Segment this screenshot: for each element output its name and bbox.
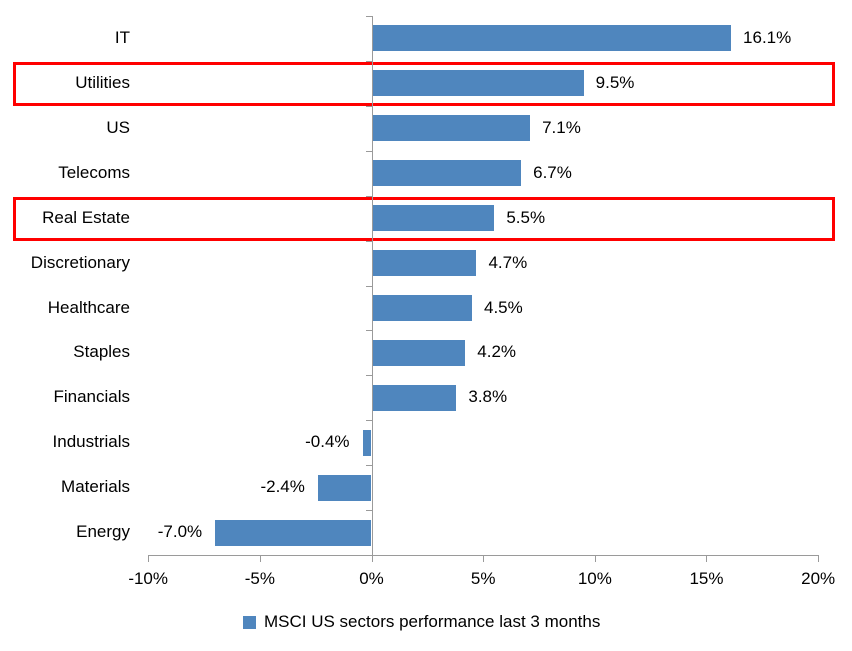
category-axis-tick [365,420,372,422]
category-axis-tick [365,330,372,332]
value-axis-tick-label: -10% [128,569,168,588]
bar-it [371,25,732,52]
value-label-it: 16.1% [743,28,792,47]
value-axis-tick [371,555,373,562]
bar-telecoms [371,160,522,187]
category-label-materials: Materials [61,477,130,497]
category-axis-tick [365,60,372,62]
highlight-box-real-estate [13,196,835,241]
bar-staples [371,339,466,366]
category-label-staples: Staples [73,342,130,362]
category-label-energy: Energy [76,522,130,542]
legend-label: MSCI US sectors performance last 3 month… [264,612,601,631]
bar-financials [371,384,457,411]
bar-utilities [371,70,584,97]
bar-discretionary [371,250,477,277]
category-axis-tick [365,285,372,287]
value-axis-tick-label: -5% [244,569,275,588]
category-label-us: US [106,117,130,137]
value-axis-tick [594,555,596,562]
value-axis-tick [259,555,261,562]
value-label-financials: 3.8% [468,387,508,407]
category-label-discretionary: Discretionary [30,252,130,272]
category-axis-tick [365,465,372,467]
value-label-healthcare: 4.5% [483,297,523,317]
value-label-discretionary: 4.7% [488,252,528,272]
category-axis-tick [365,375,372,377]
category-axis-tick [365,240,372,242]
value-axis-tick-label: 0% [359,569,384,588]
value-label-utilities: 9.5% [595,72,635,92]
legend-swatch-icon [243,615,256,629]
category-axis-tick [365,195,372,197]
value-axis-tick [706,555,708,562]
category-label-industrials: Industrials [52,432,130,452]
value-label-real-estate: 5.5% [506,207,546,227]
bar-industrials [362,429,372,456]
value-label-materials: -2.4% [260,477,305,497]
bar-healthcare [371,294,472,321]
highlight-box-utilities [13,61,835,106]
bar-real-estate [371,205,495,232]
value-label-staples: 4.2% [477,342,517,362]
category-label-financials: Financials [53,387,130,407]
value-axis-tick-label: 20% [801,569,836,588]
category-axis-tick [365,16,372,17]
value-label-energy: -7.0% [157,522,203,542]
category-label-utilities: Utilities [75,72,130,92]
category-axis-tick [365,150,372,152]
bar-us [371,115,531,142]
value-label-us: 7.1% [542,117,581,137]
category-axis-line [371,16,373,555]
value-axis-tick [483,555,485,562]
value-axis-tick [818,555,820,562]
value-label-telecoms: 6.7% [533,162,572,182]
category-axis-tick [365,510,372,512]
value-axis-tick-label: 5% [470,569,496,588]
category-axis-tick [365,105,372,107]
bar-energy [215,519,372,546]
value-axis-tick [148,555,150,562]
category-label-telecoms: Telecoms [58,162,130,182]
category-label-it: IT [114,28,130,47]
value-axis-tick-label: 10% [577,569,612,588]
value-label-industrials: -0.4% [305,432,350,452]
category-label-real-estate: Real Estate [42,207,130,227]
legend: MSCI US sectors performance last 3 month… [243,612,600,632]
value-axis-tick-label: 15% [689,569,724,588]
category-label-healthcare: Healthcare [47,297,130,317]
bar-materials [317,474,372,501]
